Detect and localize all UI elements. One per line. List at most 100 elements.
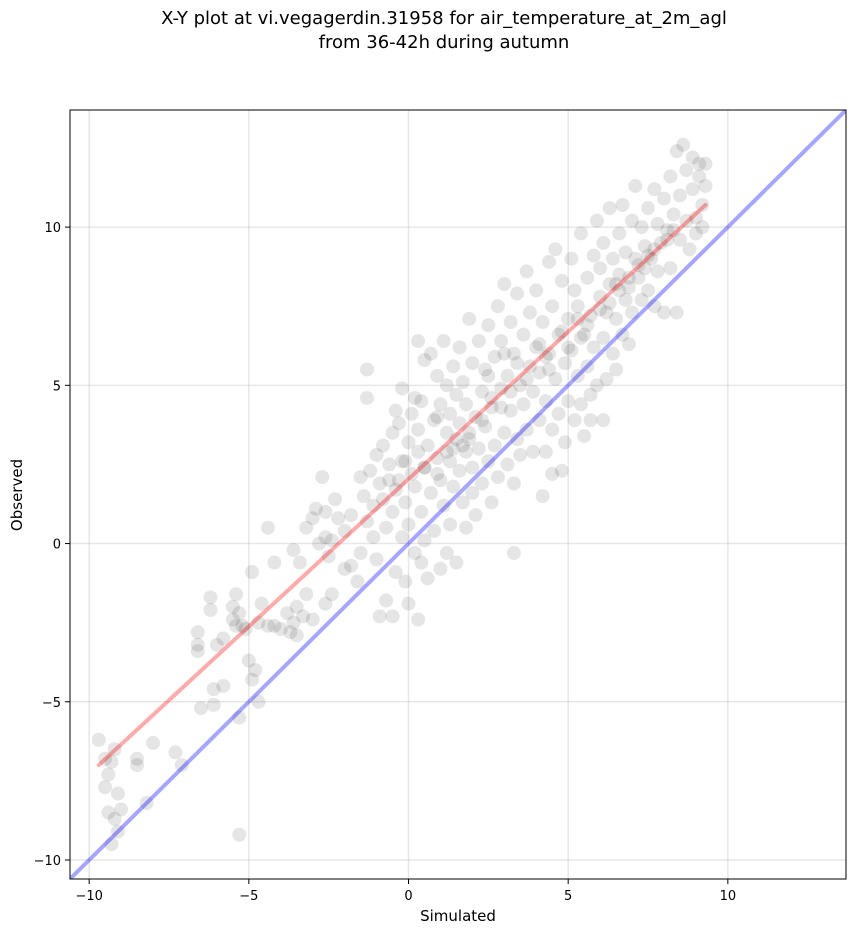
data-point <box>251 615 266 630</box>
data-point <box>647 299 662 314</box>
data-point <box>478 419 493 434</box>
data-point <box>468 409 483 424</box>
data-point <box>91 732 106 747</box>
data-point <box>621 337 636 352</box>
data-point <box>273 621 288 636</box>
data-point <box>407 546 422 561</box>
data-point <box>344 508 359 523</box>
data-point <box>519 264 534 279</box>
data-point <box>494 381 509 396</box>
data-point <box>401 596 416 611</box>
data-point <box>500 457 515 472</box>
data-point <box>328 492 343 507</box>
data-point <box>679 163 694 178</box>
data-point <box>631 270 646 285</box>
data-point <box>458 397 473 412</box>
data-point <box>641 283 656 298</box>
data-point <box>388 403 403 418</box>
data-point <box>286 615 301 630</box>
data-point <box>692 169 707 184</box>
data-point <box>471 334 486 349</box>
data-point <box>593 289 608 304</box>
data-point <box>465 460 480 475</box>
data-point <box>369 552 384 567</box>
data-point <box>631 258 646 273</box>
data-point <box>612 226 627 241</box>
data-point <box>391 416 406 431</box>
data-point <box>554 273 569 288</box>
data-point <box>580 270 595 285</box>
data-point <box>430 451 445 466</box>
data-point <box>487 349 502 364</box>
data-point <box>554 324 569 339</box>
data-point <box>644 251 659 266</box>
x-tick-label: 10 <box>720 889 737 904</box>
data-point <box>446 359 461 374</box>
y-tick-label: 0 <box>53 538 61 553</box>
data-point <box>232 827 247 842</box>
data-point <box>411 612 426 627</box>
data-point <box>666 207 681 222</box>
data-point <box>305 612 320 627</box>
data-point <box>146 735 161 750</box>
data-point <box>359 514 374 529</box>
data-point <box>506 546 521 561</box>
data-point <box>417 353 432 368</box>
data-point <box>656 305 671 320</box>
data-point <box>344 558 359 573</box>
data-point <box>465 356 480 371</box>
data-point <box>497 346 512 361</box>
data-point <box>353 470 368 485</box>
data-point <box>404 406 419 421</box>
data-point <box>586 248 601 263</box>
data-point <box>612 283 627 298</box>
data-point <box>379 593 394 608</box>
data-point <box>583 413 598 428</box>
data-point <box>324 533 339 548</box>
data-point <box>98 780 113 795</box>
data-point <box>573 397 588 412</box>
data-point <box>398 495 413 510</box>
data-point <box>430 368 445 383</box>
data-point <box>353 546 368 561</box>
data-point <box>669 305 684 320</box>
data-point <box>567 283 582 298</box>
data-point <box>388 482 403 497</box>
data-point <box>465 485 480 500</box>
data-point <box>605 346 620 361</box>
data-point <box>647 242 662 257</box>
data-point <box>589 378 604 393</box>
data-point <box>535 315 550 330</box>
data-point <box>430 466 445 481</box>
data-point <box>663 169 678 184</box>
data-point <box>573 330 588 345</box>
chart-subtitle: from 36-42h during autumn <box>319 32 570 53</box>
data-point <box>615 327 630 342</box>
data-point <box>494 334 509 349</box>
data-point <box>190 644 205 659</box>
data-point <box>414 394 429 409</box>
data-point <box>605 251 620 266</box>
data-point <box>110 786 125 801</box>
data-point <box>510 286 525 301</box>
data-point <box>580 318 595 333</box>
data-point <box>596 413 611 428</box>
data-point <box>401 517 416 532</box>
data-point <box>468 508 483 523</box>
data-point <box>526 444 541 459</box>
y-tick-label: 5 <box>53 379 61 394</box>
data-point <box>114 802 129 817</box>
data-point <box>474 413 489 428</box>
data-point <box>190 637 205 652</box>
data-point <box>506 346 521 361</box>
data-point <box>625 305 640 320</box>
data-point <box>529 283 544 298</box>
data-point <box>573 226 588 241</box>
data-point <box>596 330 611 345</box>
data-point <box>436 334 451 349</box>
data-point <box>532 413 547 428</box>
data-point <box>602 296 617 311</box>
data-point <box>577 327 592 342</box>
data-point <box>503 315 518 330</box>
data-point <box>519 371 534 386</box>
